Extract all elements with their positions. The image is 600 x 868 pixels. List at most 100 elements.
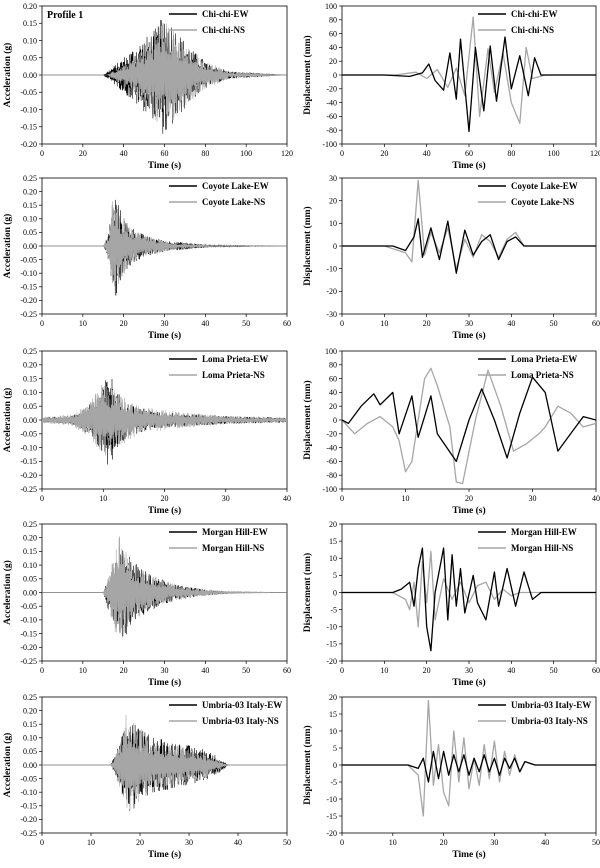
x-tick-label: 20 [465, 494, 473, 503]
y-tick-label: -0.05 [20, 88, 37, 97]
series-line-coyote-lake-ew [342, 218, 596, 274]
legend-label: Umbria-03 Italy-EW [202, 700, 282, 710]
y-tick-label: 0.25 [23, 174, 37, 183]
y-tick-label: 0.20 [23, 534, 37, 543]
y-tick-label: -0.10 [20, 616, 37, 625]
x-tick-label: 20 [136, 838, 144, 847]
y-tick-label: -0.25 [20, 657, 37, 666]
x-tick-label: 10 [380, 319, 388, 328]
x-tick-label: 10 [380, 666, 388, 675]
y-tick-label: -10 [326, 623, 337, 632]
y-tick-label: 0 [333, 71, 337, 80]
series-line-morgan-hill-ns [42, 536, 287, 638]
y-tick-label: -20 [326, 657, 337, 666]
series-line-coyote-lake-ns [42, 201, 287, 295]
y-tick-label: 20 [329, 196, 337, 205]
x-tick-label: 60 [465, 149, 473, 158]
x-tick-label: 50 [283, 838, 291, 847]
y-tick-label: 0.05 [23, 402, 37, 411]
y-tick-label: -0.10 [20, 788, 37, 797]
y-tick-label: 0 [333, 416, 337, 425]
x-tick-label: 20 [380, 149, 388, 158]
x-tick-label: 50 [550, 319, 558, 328]
x-axis-label: Time (s) [452, 677, 485, 688]
y-tick-label: -0.15 [20, 457, 37, 466]
y-tick-label: -100 [322, 140, 337, 149]
x-tick-label: 100 [548, 149, 560, 158]
series-group [342, 699, 596, 817]
x-tick-label: 60 [283, 319, 291, 328]
y-tick-label: 0.25 [23, 693, 37, 702]
series-line-morgan-hill-ns [342, 550, 596, 628]
y-tick-label: 0.05 [23, 54, 37, 63]
legend-label: Chi-chi-EW [511, 9, 558, 19]
y-tick-label: 60 [329, 374, 337, 383]
y-tick-label: 0.15 [23, 374, 37, 383]
y-tick-label: 20 [329, 693, 337, 702]
y-tick-label: -80 [326, 471, 337, 480]
y-tick-label: -0.25 [20, 485, 37, 494]
x-tick-label: 30 [465, 666, 473, 675]
x-tick-label: 80 [507, 149, 515, 158]
x-tick-label: 0 [40, 494, 44, 503]
y-tick-label: 0.20 [23, 2, 37, 11]
x-tick-label: 10 [79, 666, 87, 675]
chart-panel-3: -0.25 -0.20 -0.15 -0.10 -0.05 0.00 0.05 0.10 0.1… [2, 174, 291, 341]
legend-label: Chi-chi-NS [511, 25, 554, 35]
x-tick-label: 50 [592, 838, 600, 847]
x-axis-label: Time (s) [148, 160, 181, 171]
legend-label: Morgan Hill-NS [511, 543, 573, 553]
y-axis-label: Displacement (mm) [302, 725, 313, 804]
legend-label: Coyote Lake-NS [202, 197, 265, 207]
x-axis-label: Time (s) [452, 849, 485, 860]
x-tick-label: 40 [201, 319, 209, 328]
y-tick-label: 0.20 [23, 187, 37, 196]
y-tick-label: 20 [329, 57, 337, 66]
y-tick-label: 0.20 [23, 706, 37, 715]
y-tick-label: 100 [325, 347, 337, 356]
series-group [42, 714, 287, 811]
series-line-umbria-03-italy-ns [42, 714, 287, 810]
y-tick-label: 0.00 [23, 242, 37, 251]
series-line-morgan-hill-ew [342, 547, 596, 652]
x-tick-label: 0 [340, 838, 344, 847]
series-line-coyote-lake-ns [342, 179, 596, 270]
y-axis-label: Acceleration (g) [2, 733, 13, 798]
series-line-loma-prieta-ew [342, 376, 596, 463]
y-tick-label: 0.00 [23, 761, 37, 770]
x-axis-label: Time (s) [148, 330, 181, 341]
x-tick-label: 50 [242, 666, 250, 675]
y-axis-label: Displacement (mm) [302, 380, 313, 459]
y-tick-label: 0.05 [23, 747, 37, 756]
x-tick-label: 40 [507, 666, 515, 675]
y-tick-label: 40 [329, 43, 337, 52]
y-tick-label: -40 [326, 98, 337, 107]
series-group [342, 367, 596, 485]
x-tick-label: 40 [283, 494, 291, 503]
y-tick-label: -80 [326, 126, 337, 135]
y-tick-label: -0.15 [20, 283, 37, 292]
x-tick-label: 40 [234, 838, 242, 847]
y-tick-label: 0.10 [23, 734, 37, 743]
x-tick-label: 120 [590, 149, 600, 158]
y-tick-label: -0.20 [20, 471, 37, 480]
y-tick-label: 15 [329, 537, 337, 546]
y-tick-label: 15 [329, 710, 337, 719]
y-tick-label: -60 [326, 112, 337, 121]
x-tick-label: 20 [423, 319, 431, 328]
chart-panel-2: -100 -80 -60 -40 -20 0 20 40 60 80 100 0 20 40 60 80 100… [302, 2, 600, 171]
y-tick-label: 5 [333, 571, 337, 580]
y-tick-label: 80 [329, 361, 337, 370]
x-tick-label: 30 [161, 319, 169, 328]
x-tick-label: 0 [340, 319, 344, 328]
series-line-loma-prieta-ns [42, 385, 287, 456]
y-tick-label: 30 [329, 174, 337, 183]
x-tick-label: 10 [79, 319, 87, 328]
x-tick-label: 40 [201, 666, 209, 675]
legend-label: Loma Prieta-EW [511, 354, 577, 364]
series-group [342, 16, 596, 133]
y-tick-label: -0.15 [20, 123, 37, 132]
x-tick-label: 20 [440, 838, 448, 847]
x-tick-label: 30 [222, 494, 230, 503]
